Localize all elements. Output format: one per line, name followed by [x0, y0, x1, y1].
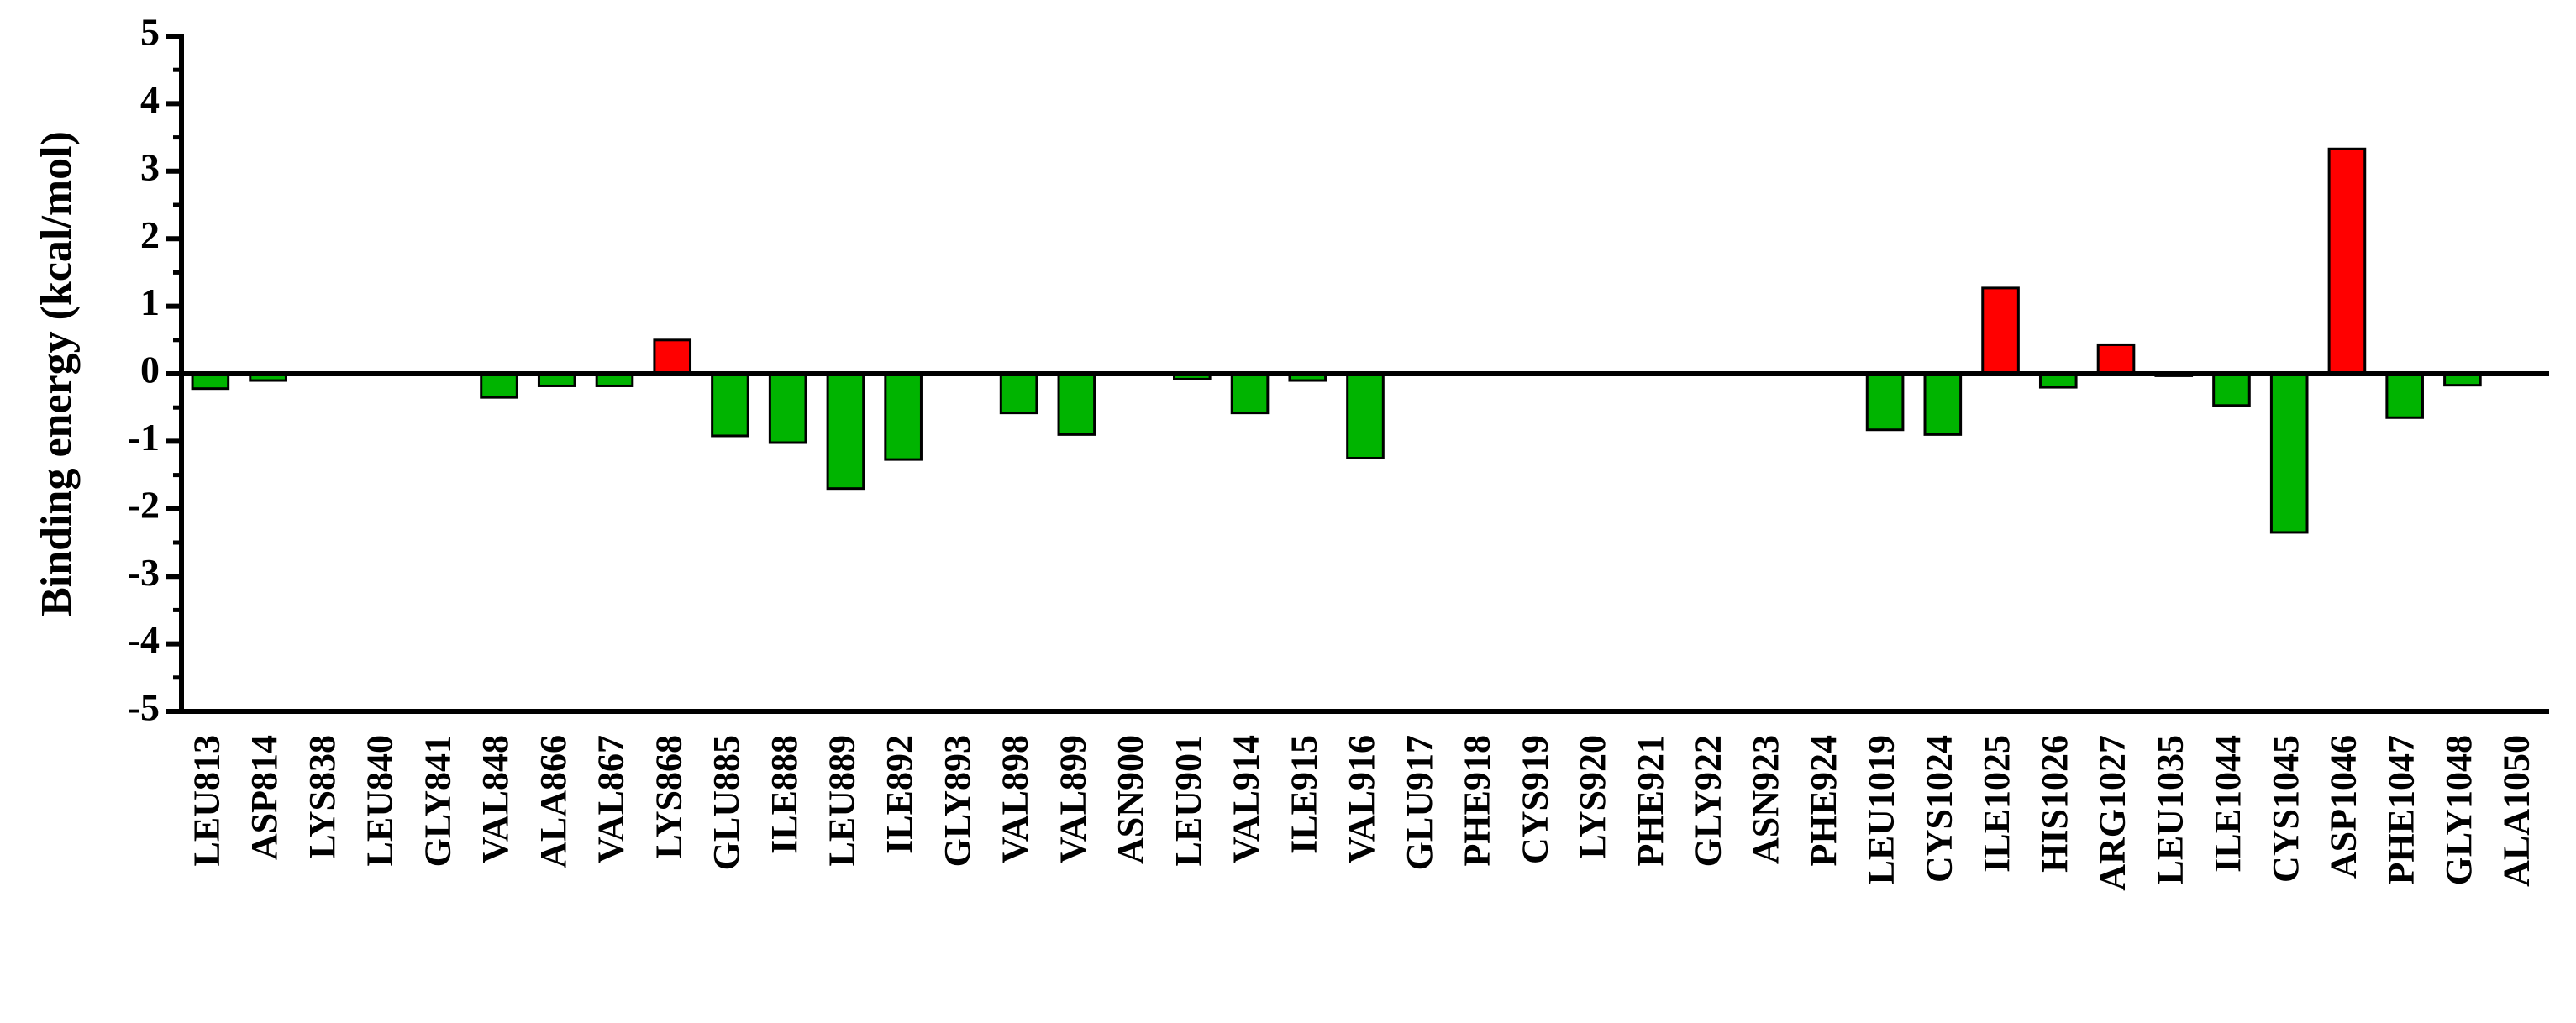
x-tick-label: VAL914 [1226, 735, 1267, 863]
y-tick-label: -1 [128, 416, 160, 459]
bar [2385, 372, 2424, 419]
x-tick-label: ILE1025 [1976, 735, 2017, 873]
x-tick-label: ASN900 [1110, 735, 1151, 864]
bar [1865, 372, 1905, 432]
y-tick-label: 0 [140, 349, 160, 391]
bar [2327, 147, 2367, 375]
x-tick-label: PHE924 [1803, 735, 1844, 866]
y-tick-label: -4 [128, 618, 160, 661]
x-tick-label: VAL848 [475, 735, 516, 863]
x-tick-label: ALA1050 [2496, 735, 2537, 887]
x-tick-label: GLY922 [1687, 735, 1728, 867]
y-tick-label: 2 [140, 213, 160, 256]
bar [884, 372, 923, 461]
y-axis-label: Binding energy (kcal/mol) [33, 131, 81, 616]
bar [711, 372, 749, 438]
x-tick-label: ALA866 [533, 735, 574, 868]
x-tick-label: ARG1027 [2092, 735, 2133, 891]
x-tick-label: CYS1045 [2265, 735, 2306, 883]
y-tick-label: -5 [128, 686, 160, 729]
x-tick-label: LEU840 [360, 735, 401, 866]
bar [2212, 372, 2251, 407]
x-tick-label: PHE918 [1457, 735, 1498, 866]
bar [826, 372, 865, 491]
x-tick-label: ILE888 [764, 735, 805, 854]
x-tick-label: HIS1026 [2034, 735, 2075, 873]
x-tick-label: LEU901 [1168, 735, 1209, 866]
x-tick-label: GLY1048 [2438, 735, 2479, 885]
x-tick-label: GLU917 [1399, 735, 1440, 870]
x-tick-label: LYS920 [1572, 735, 1613, 859]
x-tick-label: LYS838 [302, 735, 343, 859]
x-tick-label: VAL898 [995, 735, 1036, 863]
bar [1230, 372, 1270, 415]
x-tick-label: GLY893 [937, 735, 978, 867]
bar [1923, 372, 1963, 436]
x-tick-label: ASP814 [244, 735, 285, 860]
x-tick-label: ILE915 [1283, 735, 1324, 854]
x-tick-label: PHE921 [1630, 735, 1671, 866]
bar [999, 372, 1038, 415]
bar [768, 372, 807, 444]
bar [2096, 343, 2136, 375]
x-tick-label: PHE1047 [2380, 735, 2421, 884]
x-tick-label: VAL867 [591, 735, 632, 863]
x-tick-label: CYS919 [1514, 735, 1555, 864]
y-tick-label: 5 [140, 11, 160, 54]
bar [1057, 372, 1096, 436]
bar [1346, 372, 1385, 459]
y-tick-label: 1 [140, 281, 160, 323]
x-tick-label: VAL916 [1341, 735, 1382, 863]
bar [2269, 372, 2309, 534]
bar [480, 372, 518, 399]
x-tick-label: ASP1046 [2323, 735, 2364, 879]
x-tick-label: ILE892 [879, 735, 920, 854]
x-tick-label: LEU1019 [1861, 735, 1902, 884]
x-tick-label: LEU1035 [2149, 735, 2190, 884]
x-tick-label: LEU813 [186, 735, 227, 866]
x-tick-label: LEU889 [822, 735, 863, 866]
x-tick-label: VAL899 [1052, 735, 1093, 863]
y-tick-label: 3 [140, 145, 160, 188]
x-tick-label: ILE1044 [2207, 735, 2248, 873]
bar [1981, 286, 2020, 375]
x-tick-label: CYS1024 [1918, 735, 1959, 883]
y-tick-label: -3 [128, 551, 160, 594]
x-tick-label: GLU885 [706, 735, 747, 870]
x-tick-label: GLY841 [417, 735, 458, 867]
x-tick-label: LYS868 [648, 735, 689, 859]
y-tick-label: -2 [128, 483, 160, 526]
bar [653, 338, 692, 375]
y-tick-label: 4 [140, 78, 160, 121]
x-tick-label: ASN923 [1745, 735, 1786, 864]
